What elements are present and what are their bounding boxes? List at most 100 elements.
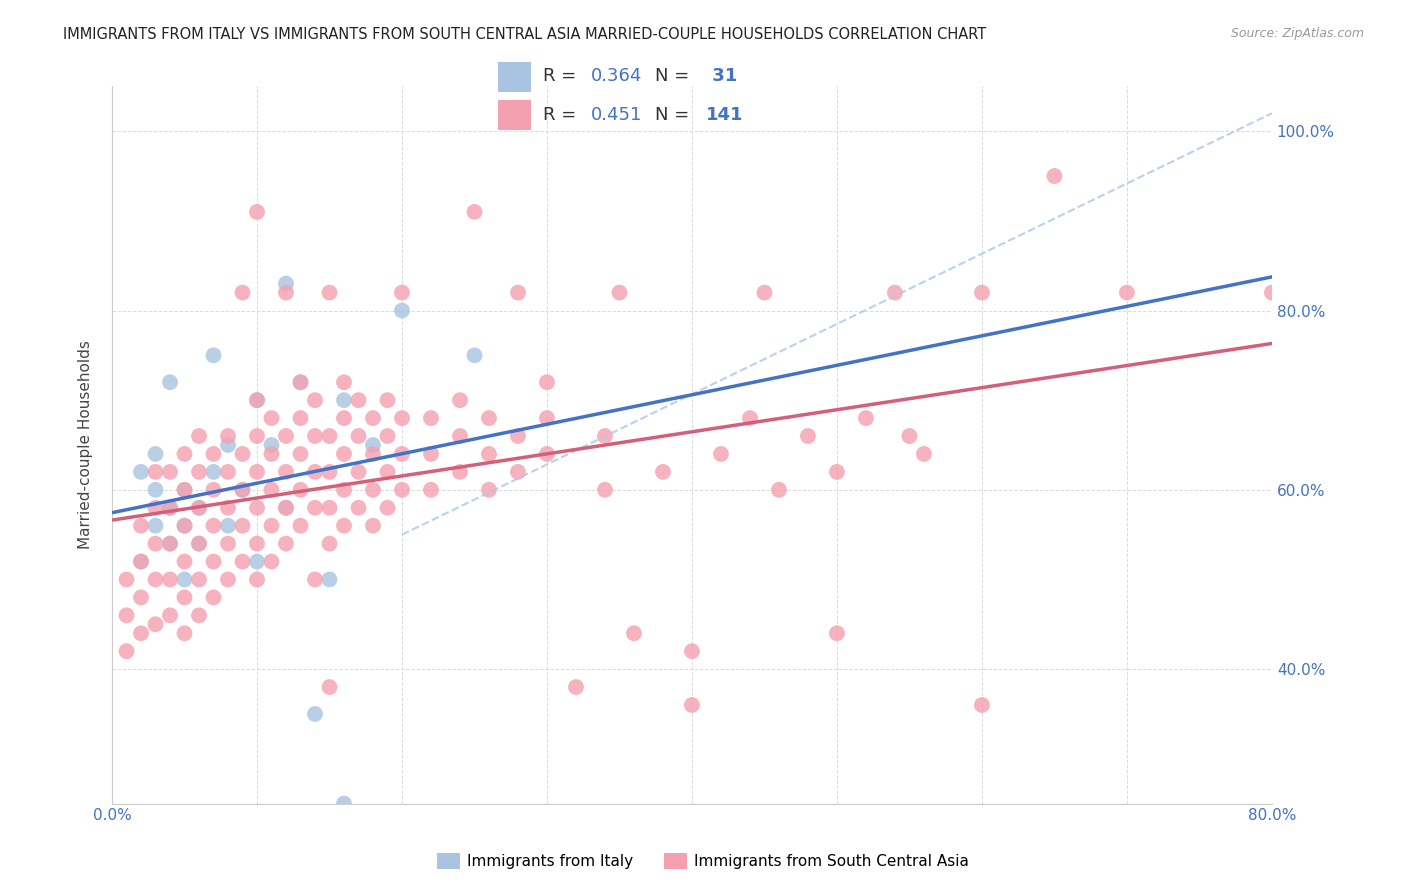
Point	[290, 376, 312, 390]
Point	[318, 680, 340, 694]
Point	[129, 626, 152, 640]
Point	[506, 285, 529, 300]
Point	[1116, 285, 1139, 300]
Point	[202, 483, 225, 497]
Point	[970, 698, 993, 712]
Point	[173, 518, 195, 533]
Point	[159, 608, 181, 623]
Point	[188, 536, 211, 550]
Point	[115, 608, 138, 623]
Point	[449, 393, 471, 408]
Point	[260, 518, 283, 533]
Point	[129, 518, 152, 533]
Text: Source: ZipAtlas.com: Source: ZipAtlas.com	[1230, 27, 1364, 40]
Point	[290, 447, 312, 461]
Point	[188, 573, 211, 587]
Point	[217, 465, 239, 479]
Point	[246, 205, 269, 219]
Point	[290, 483, 312, 497]
Point	[304, 465, 326, 479]
Point	[333, 797, 356, 811]
Point	[463, 348, 485, 362]
Point	[391, 483, 413, 497]
Point	[304, 393, 326, 408]
Point	[274, 277, 297, 291]
Point	[145, 465, 167, 479]
Point	[304, 573, 326, 587]
Text: 0.451: 0.451	[591, 105, 643, 123]
Point	[217, 438, 239, 452]
Point	[231, 483, 253, 497]
Point	[463, 205, 485, 219]
Point	[333, 411, 356, 425]
Point	[420, 483, 443, 497]
Point	[188, 500, 211, 515]
Point	[377, 429, 399, 443]
Point	[710, 447, 733, 461]
Point	[652, 465, 675, 479]
Point	[274, 465, 297, 479]
Point	[231, 483, 253, 497]
Point	[115, 644, 138, 658]
Point	[478, 483, 501, 497]
Point	[217, 500, 239, 515]
Point	[290, 518, 312, 533]
Point	[159, 376, 181, 390]
Point	[260, 438, 283, 452]
Point	[536, 376, 558, 390]
Point	[173, 447, 195, 461]
Point	[159, 465, 181, 479]
Point	[304, 429, 326, 443]
Point	[333, 393, 356, 408]
Point	[217, 429, 239, 443]
Point	[246, 536, 269, 550]
Point	[159, 500, 181, 515]
Point	[202, 555, 225, 569]
Point	[274, 500, 297, 515]
Point	[246, 429, 269, 443]
Point	[231, 555, 253, 569]
Y-axis label: Married-couple Households: Married-couple Households	[79, 341, 93, 549]
Legend: Immigrants from Italy, Immigrants from South Central Asia: Immigrants from Italy, Immigrants from S…	[430, 847, 976, 875]
Point	[449, 429, 471, 443]
Point	[333, 483, 356, 497]
Point	[768, 483, 790, 497]
Text: 31: 31	[706, 68, 737, 86]
Point	[202, 591, 225, 605]
Point	[260, 411, 283, 425]
Point	[159, 536, 181, 550]
Point	[159, 573, 181, 587]
Point	[333, 518, 356, 533]
Point	[333, 376, 356, 390]
Point	[304, 706, 326, 721]
Point	[188, 500, 211, 515]
Point	[260, 483, 283, 497]
Point	[506, 465, 529, 479]
Point	[565, 680, 588, 694]
Point	[361, 447, 384, 461]
Point	[318, 536, 340, 550]
Point	[202, 348, 225, 362]
Point	[217, 518, 239, 533]
Point	[391, 447, 413, 461]
Point	[188, 536, 211, 550]
Point	[274, 285, 297, 300]
Point	[145, 518, 167, 533]
Point	[202, 447, 225, 461]
Bar	[498, 62, 531, 92]
Point	[145, 500, 167, 515]
Point	[115, 573, 138, 587]
Point	[449, 465, 471, 479]
Point	[970, 285, 993, 300]
Point	[145, 617, 167, 632]
Point	[188, 429, 211, 443]
Point	[304, 500, 326, 515]
Point	[391, 411, 413, 425]
Point	[318, 429, 340, 443]
Text: R =: R =	[543, 105, 582, 123]
Point	[609, 285, 631, 300]
Point	[260, 447, 283, 461]
Point	[898, 429, 921, 443]
Point	[478, 411, 501, 425]
Point	[377, 500, 399, 515]
